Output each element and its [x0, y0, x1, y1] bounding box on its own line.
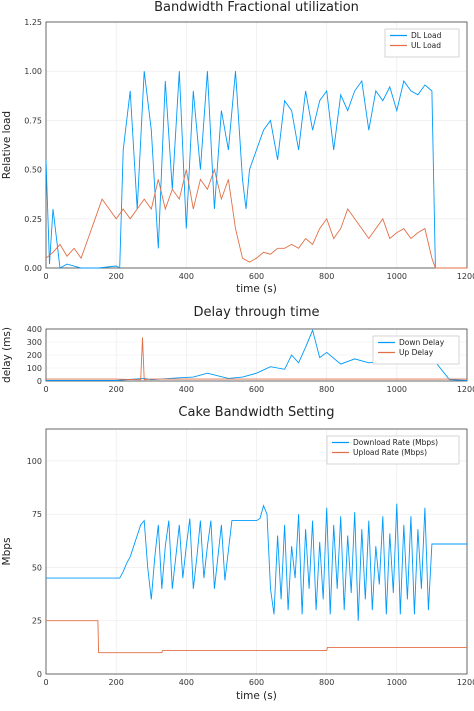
y-tick-label: 200	[27, 351, 42, 360]
x-tick-label: 1000	[387, 272, 407, 281]
legend-entry-2: UL Load	[411, 41, 441, 50]
legend-entry-2: Up Delay	[399, 348, 434, 357]
x-tick-label: 200	[109, 272, 124, 281]
legend-entry-1: Down Delay	[399, 338, 445, 347]
y-axis-label: Mbps	[1, 538, 13, 566]
x-tick-label: 600	[249, 678, 264, 687]
x-tick-label: 400	[179, 272, 194, 281]
x-tick-label: 1000	[387, 385, 407, 394]
legend-box	[384, 28, 460, 58]
plot-frame	[45, 428, 468, 675]
series-line-1	[46, 503, 467, 621]
y-tick-label: 1.25	[24, 18, 42, 27]
y-tick-label: 400	[27, 325, 42, 334]
y-tick-label: 0	[37, 377, 42, 386]
x-tick-label: 200	[109, 385, 124, 394]
series-line-2	[45, 168, 467, 269]
chart-title: Bandwidth Fractional utilization	[154, 0, 359, 15]
plot-frame	[45, 328, 468, 382]
x-tick-label: 600	[249, 272, 264, 281]
y-axis-label: Relative load	[1, 111, 13, 179]
legend-entry-1: DL Load	[411, 31, 442, 40]
y-tick-label: 50	[32, 563, 42, 572]
x-tick-label: 1000	[387, 678, 407, 687]
y-tick-label: 0	[37, 670, 42, 679]
x-tick-label: 800	[319, 678, 334, 687]
legend-box	[326, 435, 460, 465]
x-tick-label: 800	[319, 272, 334, 281]
chart-title: Delay through time	[194, 305, 320, 320]
y-tick-label: 1.00	[24, 67, 42, 76]
y-tick-label: 0.50	[24, 166, 42, 175]
y-tick-label: 25	[32, 617, 42, 626]
legend: Download Rate (Mbps)Upload Rate (Mbps)	[326, 435, 460, 465]
plot-frame	[45, 21, 468, 269]
legend-entry-2: Upload Rate (Mbps)	[353, 448, 427, 457]
y-tick-label: 100	[27, 457, 42, 466]
series-line-2	[46, 620, 467, 654]
x-tick-label: 0	[43, 272, 48, 281]
y-tick-label: 100	[27, 364, 42, 373]
x-axis-label: time (s)	[236, 690, 277, 702]
y-tick-label: 0.75	[24, 116, 42, 125]
x-tick-label: 600	[249, 385, 264, 394]
x-tick-label: 800	[319, 385, 334, 394]
series-line-2	[46, 337, 467, 381]
legend-box	[372, 335, 460, 365]
x-tick-label: 0	[43, 385, 48, 394]
y-tick-label: 0.25	[24, 215, 42, 224]
y-tick-label: 0.00	[24, 264, 42, 273]
x-axis-label: time (s)	[236, 283, 277, 295]
chart-1: Bandwidth Fractional utilization 0 200 400 6…	[1, 0, 474, 295]
x-tick-label: 200	[109, 678, 124, 687]
legend-entry-1: Download Rate (Mbps)	[353, 438, 438, 447]
y-tick-label: 300	[27, 338, 42, 347]
series-line-1	[45, 71, 467, 269]
x-tick-label: 400	[179, 678, 194, 687]
y-axis-label: delay (ms)	[1, 327, 13, 383]
chart-title: Cake Bandwidth Setting	[178, 405, 334, 420]
x-tick-label: 400	[179, 385, 194, 394]
y-tick-label: 75	[32, 510, 42, 519]
x-tick-label: 0	[43, 678, 48, 687]
